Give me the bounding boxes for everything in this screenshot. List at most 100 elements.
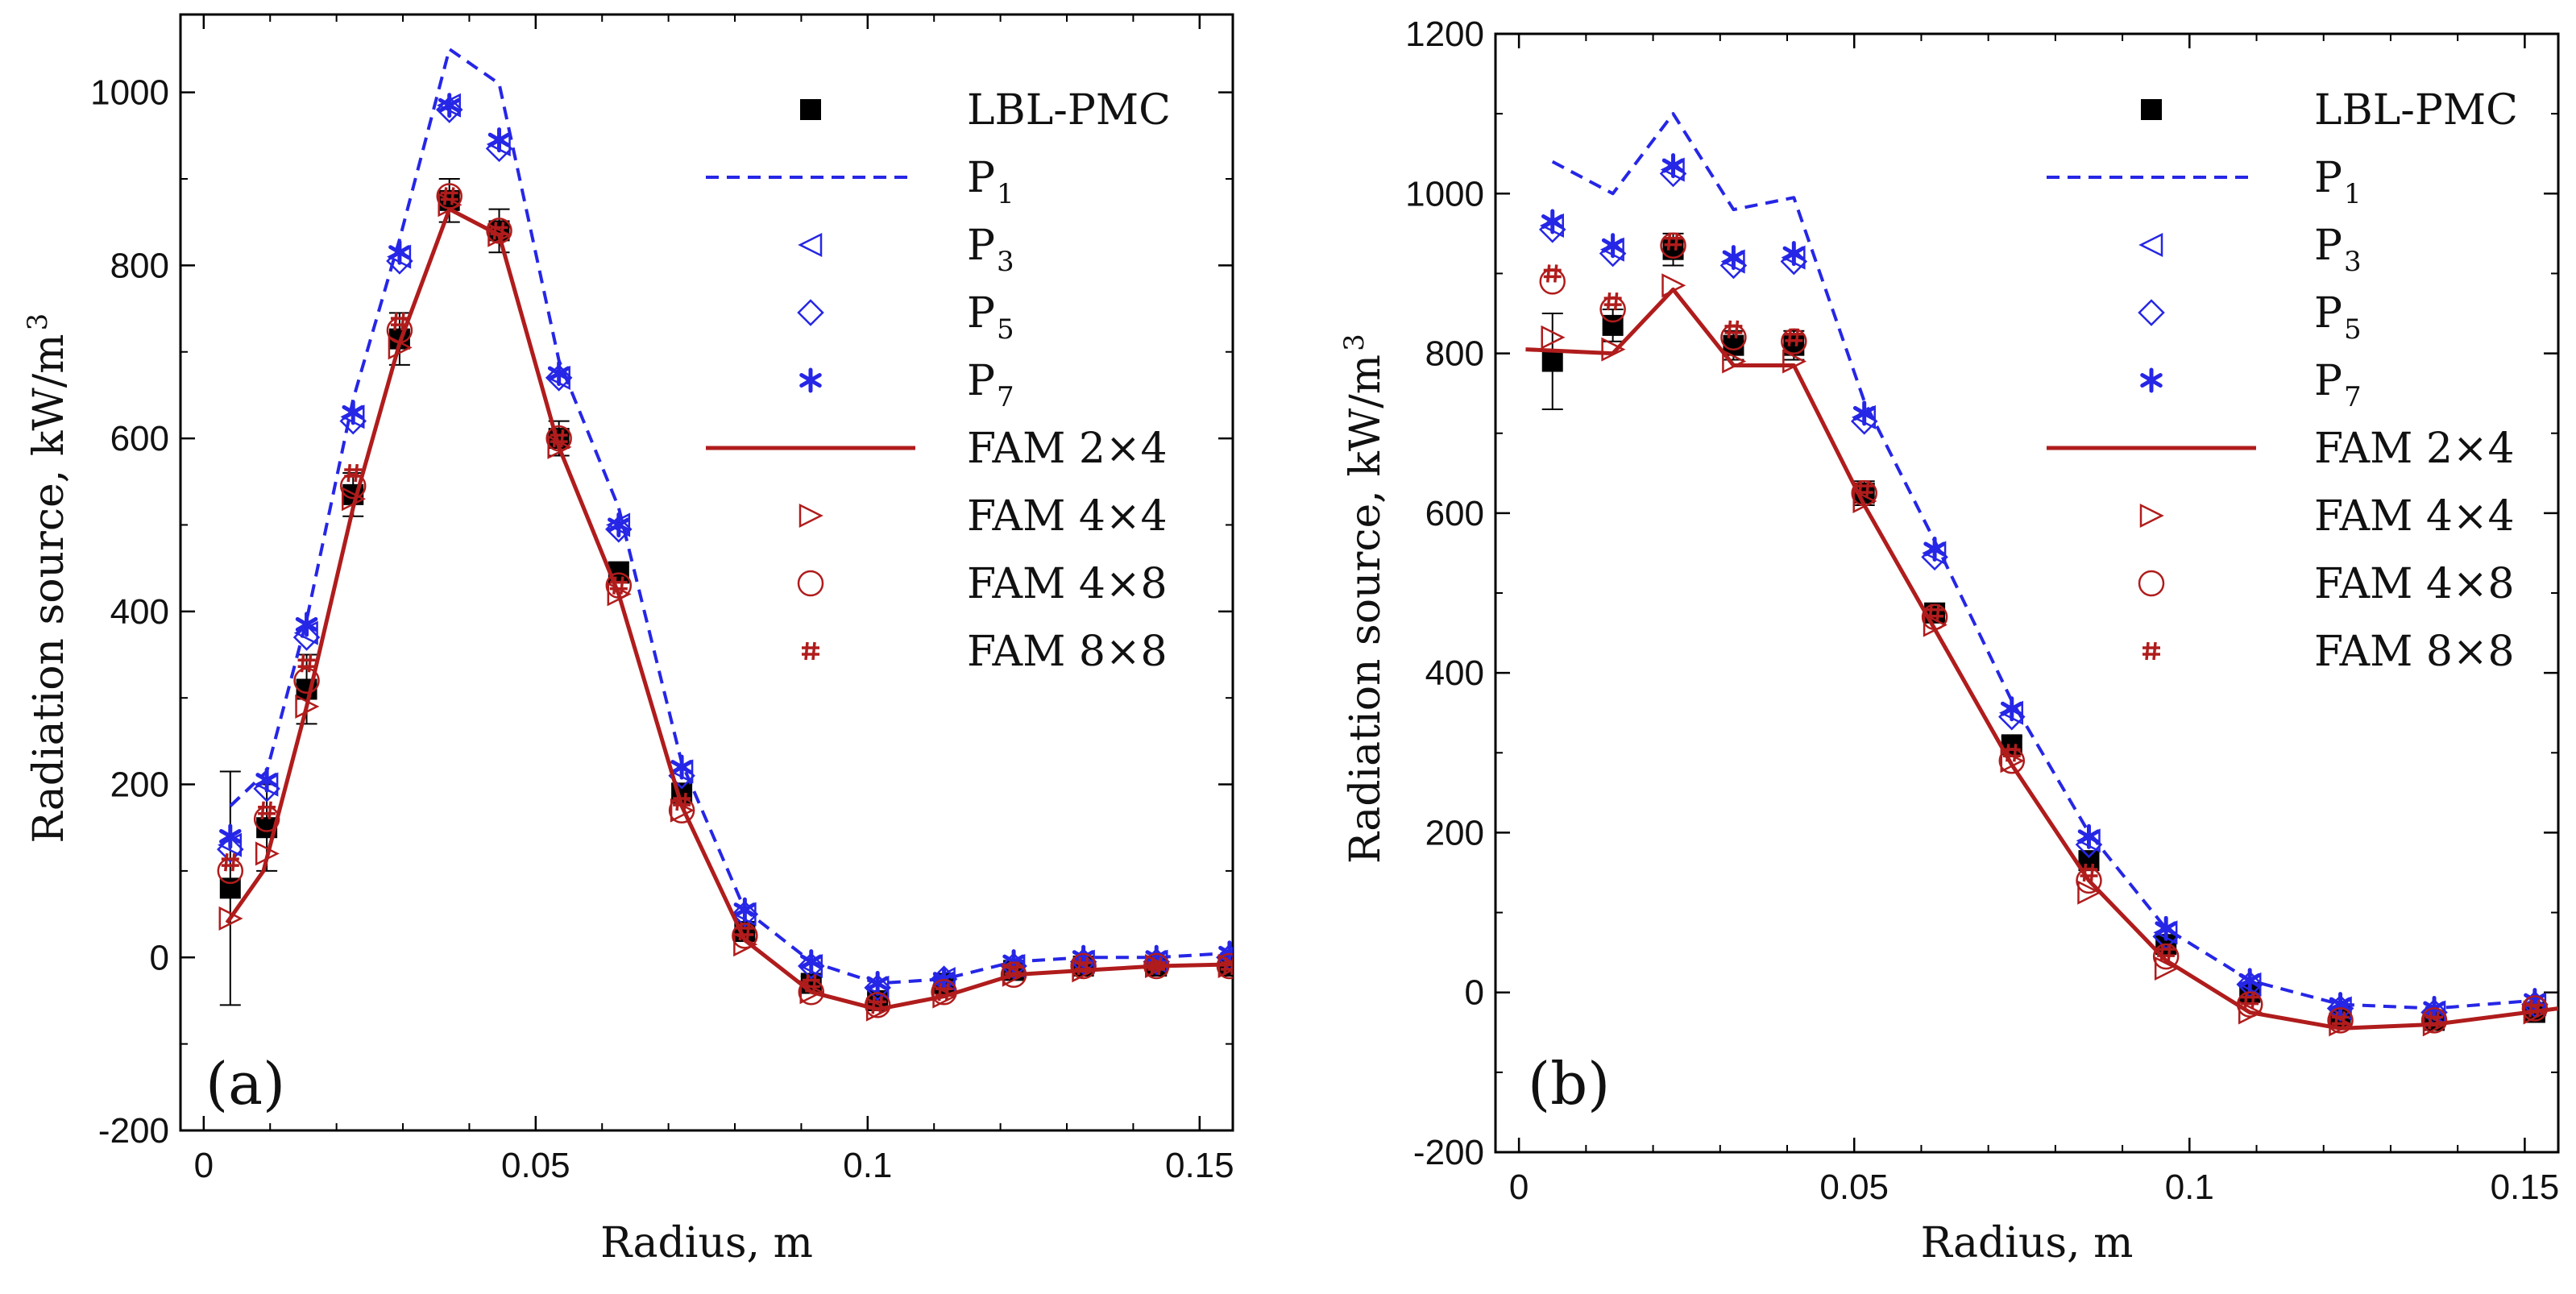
y-tick-label: -200: [1413, 1133, 1484, 1172]
series-fam-4-8-point: [1539, 268, 1566, 295]
series-fam-4-4-point: [1852, 488, 1877, 514]
series-fam-8-8-point: [1785, 328, 1803, 346]
series-fam-8-8-point-stroke: [1014, 961, 1019, 980]
series-p7-point: [342, 400, 364, 425]
series-fam-8-8-point: [1543, 264, 1562, 283]
series-fam-8-8-point-stroke: [559, 429, 565, 448]
series-p7-point: [1782, 241, 1806, 267]
series-fam-8-8-point: [1005, 961, 1023, 980]
legend-marker: [2141, 99, 2162, 120]
series-fam-8-8-point-stroke: [2428, 1011, 2433, 1030]
y-axis-title: Radiation source, kW/m: [1342, 355, 1390, 864]
legend-label: FAM 4×8: [2314, 560, 2515, 608]
series-fam-8-8-point: [440, 187, 458, 205]
series-fam-8-8-point-stroke: [1727, 320, 1732, 338]
legend-marker: [2140, 367, 2163, 393]
y-tick-label: 600: [110, 419, 169, 458]
data-layer: [217, 47, 1233, 1022]
y-tick-label: 1000: [1405, 174, 1484, 214]
legend-marker: [797, 570, 824, 597]
legend-marker: [798, 232, 823, 258]
series-fam-4-4-point: [1002, 962, 1027, 987]
series-fam-8-8-point-stroke: [1734, 320, 1740, 338]
series-p7-point-stroke: [1541, 214, 1564, 229]
series-fam-4-8-point: [1660, 232, 1686, 259]
y-axis-title: Radiation source, kW/m: [25, 334, 73, 843]
series-fam-8-8-point-stroke: [1230, 956, 1233, 976]
y-axis-title-superscript: 3: [22, 313, 54, 331]
series-fam-8-8-point-stroke: [682, 792, 687, 811]
legend-marker-stroke: [2152, 641, 2157, 661]
series-fam-8-8-point: [736, 922, 754, 941]
series-p5-point: [2326, 994, 2354, 1022]
series-fam-4-8-point: [545, 425, 572, 452]
series-fam-8-8-point: [2331, 1011, 2350, 1030]
series-fam-8-8-point: [1147, 956, 1166, 976]
series-fam-8-8-point-stroke: [1928, 603, 1933, 622]
series-fam-8-8-point-stroke: [620, 576, 624, 595]
series-fam-4-8-point: [1216, 952, 1233, 980]
series-p5-point: [435, 96, 463, 123]
series-fam-8-8-point-stroke: [2435, 1011, 2440, 1030]
series-fam-8-8-point-stroke: [450, 187, 455, 205]
series-fam-8-8-point-stroke: [492, 222, 498, 240]
series-fam-8-8-point: [390, 312, 409, 331]
series-fam-8-8-point-stroke: [400, 312, 405, 331]
series-fam-4-8-point: [2327, 1007, 2354, 1034]
legend-marker: [802, 641, 819, 661]
legend-label: FAM 4×4: [2314, 492, 2515, 541]
plot-frame: [179, 13, 1234, 1132]
legend-label-subscript: 5: [2344, 313, 2362, 346]
y-tick-label: 600: [1425, 494, 1484, 533]
series-fam-8-8-point-stroke: [675, 792, 680, 811]
series-fam-8-8-point-stroke: [1935, 603, 1940, 622]
series-p7-point: [2077, 823, 2101, 849]
y-axis-title-group: Radiation source, kW/m 3: [22, 313, 73, 844]
series-p7-point-stroke: [733, 902, 757, 918]
legend-label: P: [2314, 289, 2342, 338]
series-fam-2-4-line: [225, 207, 1233, 1012]
series-fam-4-8-point: [339, 472, 367, 500]
legend-label-subscript: 1: [997, 178, 1014, 210]
legend-marker: [2138, 299, 2165, 326]
series-fam-4-4-point: [1144, 953, 1170, 979]
series-fam-8-8-point-stroke: [260, 801, 265, 819]
series-p7-point-stroke: [342, 404, 364, 420]
x-tick-label: 0.15: [2491, 1168, 2560, 1207]
series-p7-point-stroke: [608, 517, 630, 533]
series-p1-line: [229, 47, 1230, 985]
x-tick-label: 0.15: [1165, 1146, 1234, 1185]
series-fam-8-8-point-stroke: [944, 983, 950, 1002]
legend-label-subscript: 7: [2344, 381, 2362, 413]
series-fam-4-8-point: [2236, 991, 2263, 1018]
x-tick-label: 0: [194, 1146, 214, 1185]
series-fam-4-8-point: [2152, 943, 2180, 970]
series-fam-8-8-point-stroke: [2089, 863, 2095, 882]
series-p7-point: [1601, 233, 1624, 259]
series-fam-4-4-point: [1601, 337, 1626, 362]
series-fam-8-8-point-stroke: [346, 463, 351, 483]
series-fam-8-8-point-stroke: [1084, 956, 1089, 976]
legend-label: P: [2314, 222, 2342, 270]
series-fam-8-8-point: [344, 463, 363, 483]
legend-label: FAM 4×4: [967, 492, 1168, 541]
series-fam-8-8-point-stroke: [1865, 479, 1870, 499]
series-p5-point: [605, 516, 633, 543]
series-fam-8-8-point-stroke: [393, 312, 398, 331]
series-fam-8-8-point-stroke: [2082, 863, 2088, 882]
y-tick-label: 400: [110, 592, 169, 632]
series-p7-point: [547, 361, 570, 387]
series-fam-4-4-point: [1217, 953, 1233, 979]
series-lbl-pmc-point: [1541, 350, 1563, 372]
series-fam-4-8-point: [931, 978, 957, 1006]
series-p7-point: [1852, 400, 1876, 426]
series-p7-point: [2001, 696, 2023, 722]
series-fam-8-8-point-stroke: [812, 974, 817, 993]
series-fam-8-8-point: [1220, 956, 1233, 976]
series-fam-8-8-point-stroke: [2159, 943, 2164, 962]
series-fam-4-8-point: [864, 992, 891, 1018]
series-fam-4-4-point: [1923, 612, 1948, 637]
y-tick-label: 1000: [90, 73, 169, 113]
series-fam-4-4-point: [218, 906, 243, 931]
series-fam-8-8-point-stroke: [1150, 956, 1155, 976]
